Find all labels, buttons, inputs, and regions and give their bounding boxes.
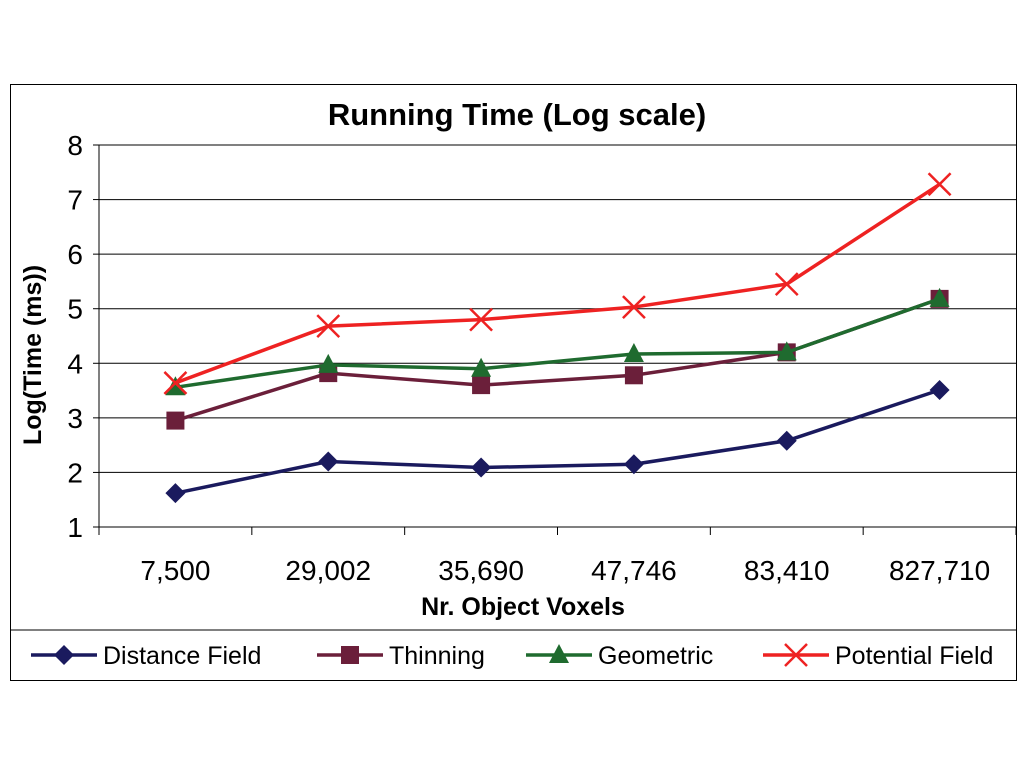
y-tick-labels: 1 2 3 4 5 6 7 8 [67,130,83,543]
data-point [624,366,643,385]
data-point [774,272,799,297]
x-axis-title: Nr. Object Voxels [421,593,625,621]
legend-marker [341,646,359,664]
legend-label: Potential Field [835,642,993,670]
series-line [175,388,941,495]
legend-marker [784,643,808,667]
y-axis-title: Log(Time (ms)) [19,265,47,445]
y-tick-label: 6 [67,239,83,270]
legend-item: Geometric [526,642,713,670]
data-point [469,307,493,332]
legend-label: Geometric [598,642,713,670]
legend-item: Thinning [317,642,485,670]
data-point [166,411,185,430]
y-tick-label: 5 [67,294,83,325]
x-tick-labels: 7,500 29,002 35,690 47,746 83,410 827,710 [140,555,990,586]
x-tick-label: 29,002 [285,555,371,586]
series-distance-field [165,380,950,504]
data-point [163,371,188,395]
legend-marker [549,644,569,663]
y-tick-label: 8 [67,130,83,161]
data-point [929,287,950,307]
y-tick-label: 4 [67,348,83,379]
chart-title: Running Time (Log scale) [328,97,706,132]
data-point [165,376,186,396]
data-point [622,295,646,319]
legend-marker [54,645,74,665]
data-point [927,172,952,197]
series-geometric [165,287,950,396]
x-tick-label: 35,690 [438,555,524,586]
axes [93,144,1016,535]
data-point [318,353,339,373]
x-tick-label: 7,500 [140,555,210,586]
data-point [472,376,491,395]
data-point [776,430,797,451]
data-point [165,483,186,504]
legend-label: Distance Field [103,642,261,670]
series-potential-field [163,172,952,395]
data-point [623,454,644,475]
y-tick-label: 3 [67,403,83,434]
data-point [316,314,341,339]
line-chart: Running Time (Log scale) 1 2 3 4 5 6 7 8 7,500 2… [11,97,1016,670]
legend-item: Distance Field [31,642,261,670]
x-tick-label: 47,746 [591,555,677,586]
gridlines [99,144,1016,473]
data-point [623,343,644,363]
data-point [471,357,492,377]
series-line [175,297,941,390]
data-point [776,341,797,361]
legend-item: Potential Field [763,642,993,670]
data-point [318,451,339,472]
y-tick-label: 2 [67,457,83,488]
data-point [929,380,950,401]
chart-frame: Running Time (Log scale) 1 2 3 4 5 6 7 8 7,500 2… [10,84,1017,681]
x-tick-label: 83,410 [744,555,830,586]
legend: Distance Field Thinning Geometric Potential… [31,642,993,670]
data-point [471,457,492,478]
y-tick-label: 7 [67,185,83,216]
series-layer [163,172,952,504]
x-tick-label: 827,710 [889,555,990,586]
series-line [174,182,941,385]
y-tick-label: 1 [67,512,83,543]
legend-label: Thinning [389,642,485,670]
